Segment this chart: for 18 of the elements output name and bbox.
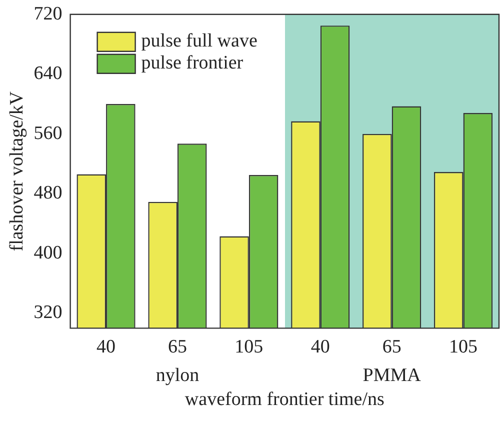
- y-tick-label: 320: [34, 302, 62, 324]
- legend-label: pulse full wave: [141, 30, 258, 52]
- y-tick-label: 640: [34, 63, 62, 84]
- y-tick-label: 480: [34, 182, 62, 204]
- y-tick-label: 560: [34, 122, 62, 144]
- text: nylon: [156, 365, 200, 386]
- y-axis-title: flashover voltage/kV: [6, 91, 28, 252]
- x-tick-label: 40: [310, 336, 330, 358]
- x-tick-label: 65: [382, 336, 402, 358]
- x-tick-label: 65: [168, 336, 187, 358]
- y-tick-label: 720: [34, 3, 62, 24]
- text: PMMA: [362, 365, 422, 386]
- legend-label: pulse frontier: [141, 52, 244, 74]
- y-tick-label: 400: [34, 242, 62, 264]
- x-tick-label: 105: [234, 336, 264, 358]
- x-tick-label: 40: [96, 336, 116, 358]
- x-axis-title: waveform frontier time/ns: [184, 389, 384, 410]
- x-tick-label: 105: [449, 336, 478, 358]
